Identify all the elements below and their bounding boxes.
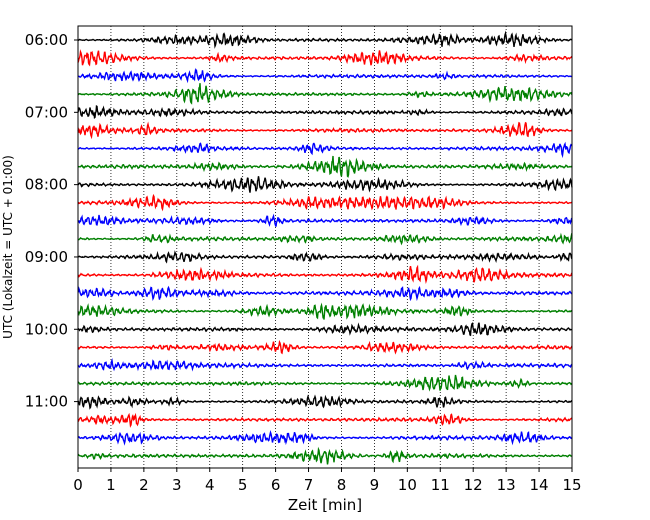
y-tick-label: 07:00 [25, 103, 68, 121]
x-tick-label: 7 [304, 476, 314, 494]
trace-0800 [77, 176, 573, 193]
y-axis-ticks: 06:00 07:00 08:00 09:00 10:00 11:00 [25, 31, 78, 411]
trace-0830 [77, 213, 573, 227]
plot-frame [77, 25, 573, 469]
x-tick-label: 2 [139, 476, 149, 494]
x-tick-label: 9 [370, 476, 380, 494]
trace-0715 [77, 121, 573, 140]
x-tick-label: 1 [106, 476, 116, 494]
y-tick-label: 06:00 [25, 31, 68, 49]
trace-0630 [78, 67, 573, 84]
trace-0745 [77, 155, 573, 178]
y-tick-label: 10:00 [25, 320, 68, 338]
x-tick-label: 13 [497, 476, 516, 494]
trace-0945 [77, 302, 573, 320]
trace-1000 [78, 322, 573, 337]
trace-0915 [77, 264, 573, 285]
x-tick-label: 12 [464, 476, 483, 494]
trace-0645 [77, 83, 573, 105]
x-tick-label: 0 [73, 476, 83, 494]
x-tick-label: 14 [530, 476, 549, 494]
x-tick-label: 11 [431, 476, 450, 494]
x-tick-label: 3 [172, 476, 182, 494]
x-tick-label: 8 [337, 476, 347, 494]
trace-0730 [77, 141, 573, 159]
y-tick-label: 11:00 [25, 393, 68, 411]
x-tick-label: 6 [271, 476, 281, 494]
trace-1015 [77, 339, 573, 355]
trace-1100 [77, 394, 573, 410]
trace-0600 [77, 30, 573, 49]
trace-0900 [77, 250, 573, 264]
y-tick-label: 08:00 [25, 176, 68, 194]
trace-0615 [77, 49, 573, 67]
y-tick-label: 09:00 [25, 248, 68, 266]
trace-1145 [77, 446, 573, 465]
x-axis-ticks: 0 1 2 3 4 5 6 7 8 9 10 11 12 13 14 15 [73, 468, 582, 494]
x-tick-label: 10 [398, 476, 417, 494]
trace-1115 [77, 412, 573, 428]
trace-0845 [77, 232, 573, 246]
trace-1130 [77, 429, 573, 446]
x-tick-label: 5 [238, 476, 248, 494]
trace-1030 [77, 357, 573, 372]
trace-0930 [77, 285, 573, 302]
x-tick-label: 4 [205, 476, 215, 494]
trace-0815 [77, 193, 573, 212]
x-tick-label: 15 [562, 476, 581, 494]
seismic-traces [77, 30, 573, 465]
trace-0700 [77, 105, 573, 119]
y-axis-label: UTC (Lokalzeit = UTC + 01:00) [1, 155, 15, 339]
trace-1045 [77, 374, 573, 392]
x-axis-label: Zeit [min] [288, 496, 362, 514]
